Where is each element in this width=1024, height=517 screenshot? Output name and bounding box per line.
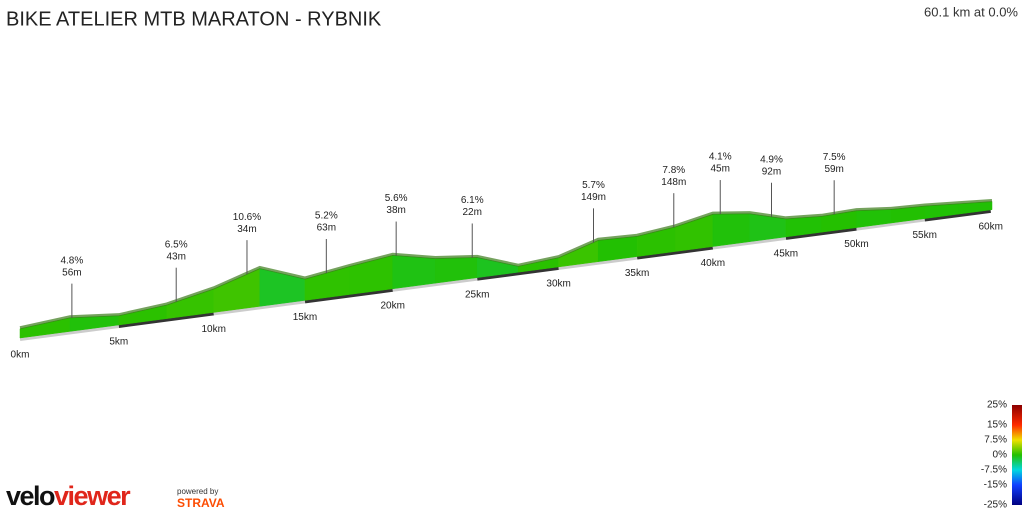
axis-segment	[856, 217, 925, 231]
climb-grade: 5.6%	[385, 193, 408, 204]
x-tick-label: 50km	[844, 239, 868, 250]
x-tick-label: 35km	[625, 268, 649, 279]
powered-by: powered by	[177, 487, 218, 496]
profile-segment	[213, 268, 261, 313]
color-scale-label: -7.5%	[981, 465, 1007, 476]
logo: veloviewer	[6, 481, 131, 511]
axis-segment	[712, 235, 787, 250]
climb-length: 34m	[237, 224, 256, 235]
strava: STRAVA	[177, 496, 225, 510]
profile-segment	[712, 213, 750, 247]
climb-grade: 5.7%	[582, 180, 605, 191]
x-tick-label: 20km	[380, 300, 404, 311]
axis-segment	[476, 265, 559, 281]
x-tick-label: 15km	[293, 312, 317, 323]
climb-grade: 4.9%	[760, 154, 783, 165]
climb-grade: 4.1%	[709, 152, 732, 163]
x-tick-label: 25km	[465, 289, 489, 300]
color-scale-label: 7.5%	[984, 435, 1007, 446]
climb-length: 149m	[581, 192, 606, 203]
climb-grade: 4.8%	[60, 255, 83, 266]
color-scale-label: 0%	[993, 450, 1008, 461]
color-scale-label: -15%	[984, 480, 1007, 491]
color-scale	[1012, 405, 1022, 505]
climb-length: 45m	[711, 164, 730, 175]
climb-length: 43m	[166, 251, 185, 262]
axis-segment	[785, 226, 857, 240]
chart-title: BIKE ATELIER MTB MARATON - RYBNIK	[6, 8, 382, 30]
climb-length: 22m	[463, 207, 482, 218]
x-tick-label: 55km	[912, 230, 936, 241]
climb-length: 59m	[824, 164, 843, 175]
axis-segment	[118, 311, 214, 328]
axis-segment	[924, 208, 991, 222]
axis-segment	[558, 255, 638, 270]
climb-length: 56m	[62, 267, 81, 278]
color-scale-label: 15%	[987, 420, 1007, 431]
x-tick-label: 5km	[109, 337, 128, 348]
x-tick-label: 10km	[201, 324, 225, 335]
climb-length: 92m	[762, 166, 781, 177]
x-tick-label: 30km	[546, 279, 570, 290]
climb-grade: 7.5%	[823, 152, 846, 163]
x-tick-label: 45km	[774, 249, 798, 260]
profile-segment	[392, 255, 436, 290]
climb-grade: 6.5%	[165, 239, 188, 250]
climb-grade: 5.2%	[315, 211, 338, 222]
axis-segment	[304, 287, 393, 304]
axis-segment	[392, 276, 478, 292]
x-tick-label: 0km	[11, 350, 30, 361]
climb-grade: 7.8%	[662, 165, 685, 176]
profile	[19, 201, 993, 339]
climb-length: 148m	[661, 177, 686, 188]
color-scale-label: 25%	[987, 400, 1007, 411]
climb-length: 38m	[386, 205, 405, 216]
status: 60.1 km at 0.0%	[924, 4, 1018, 19]
color-scale-label: -25%	[984, 500, 1007, 511]
climb-grade: 10.6%	[233, 212, 261, 223]
climb-length: 63m	[317, 223, 336, 234]
profile-ridge	[19, 198, 993, 330]
axis-segment	[636, 245, 714, 260]
axis-segment	[19, 323, 120, 341]
axis-segment	[213, 299, 306, 316]
climb-grade: 6.1%	[461, 195, 484, 206]
x-tick-label: 40km	[701, 258, 725, 269]
x-tick-label: 60km	[978, 222, 1002, 233]
